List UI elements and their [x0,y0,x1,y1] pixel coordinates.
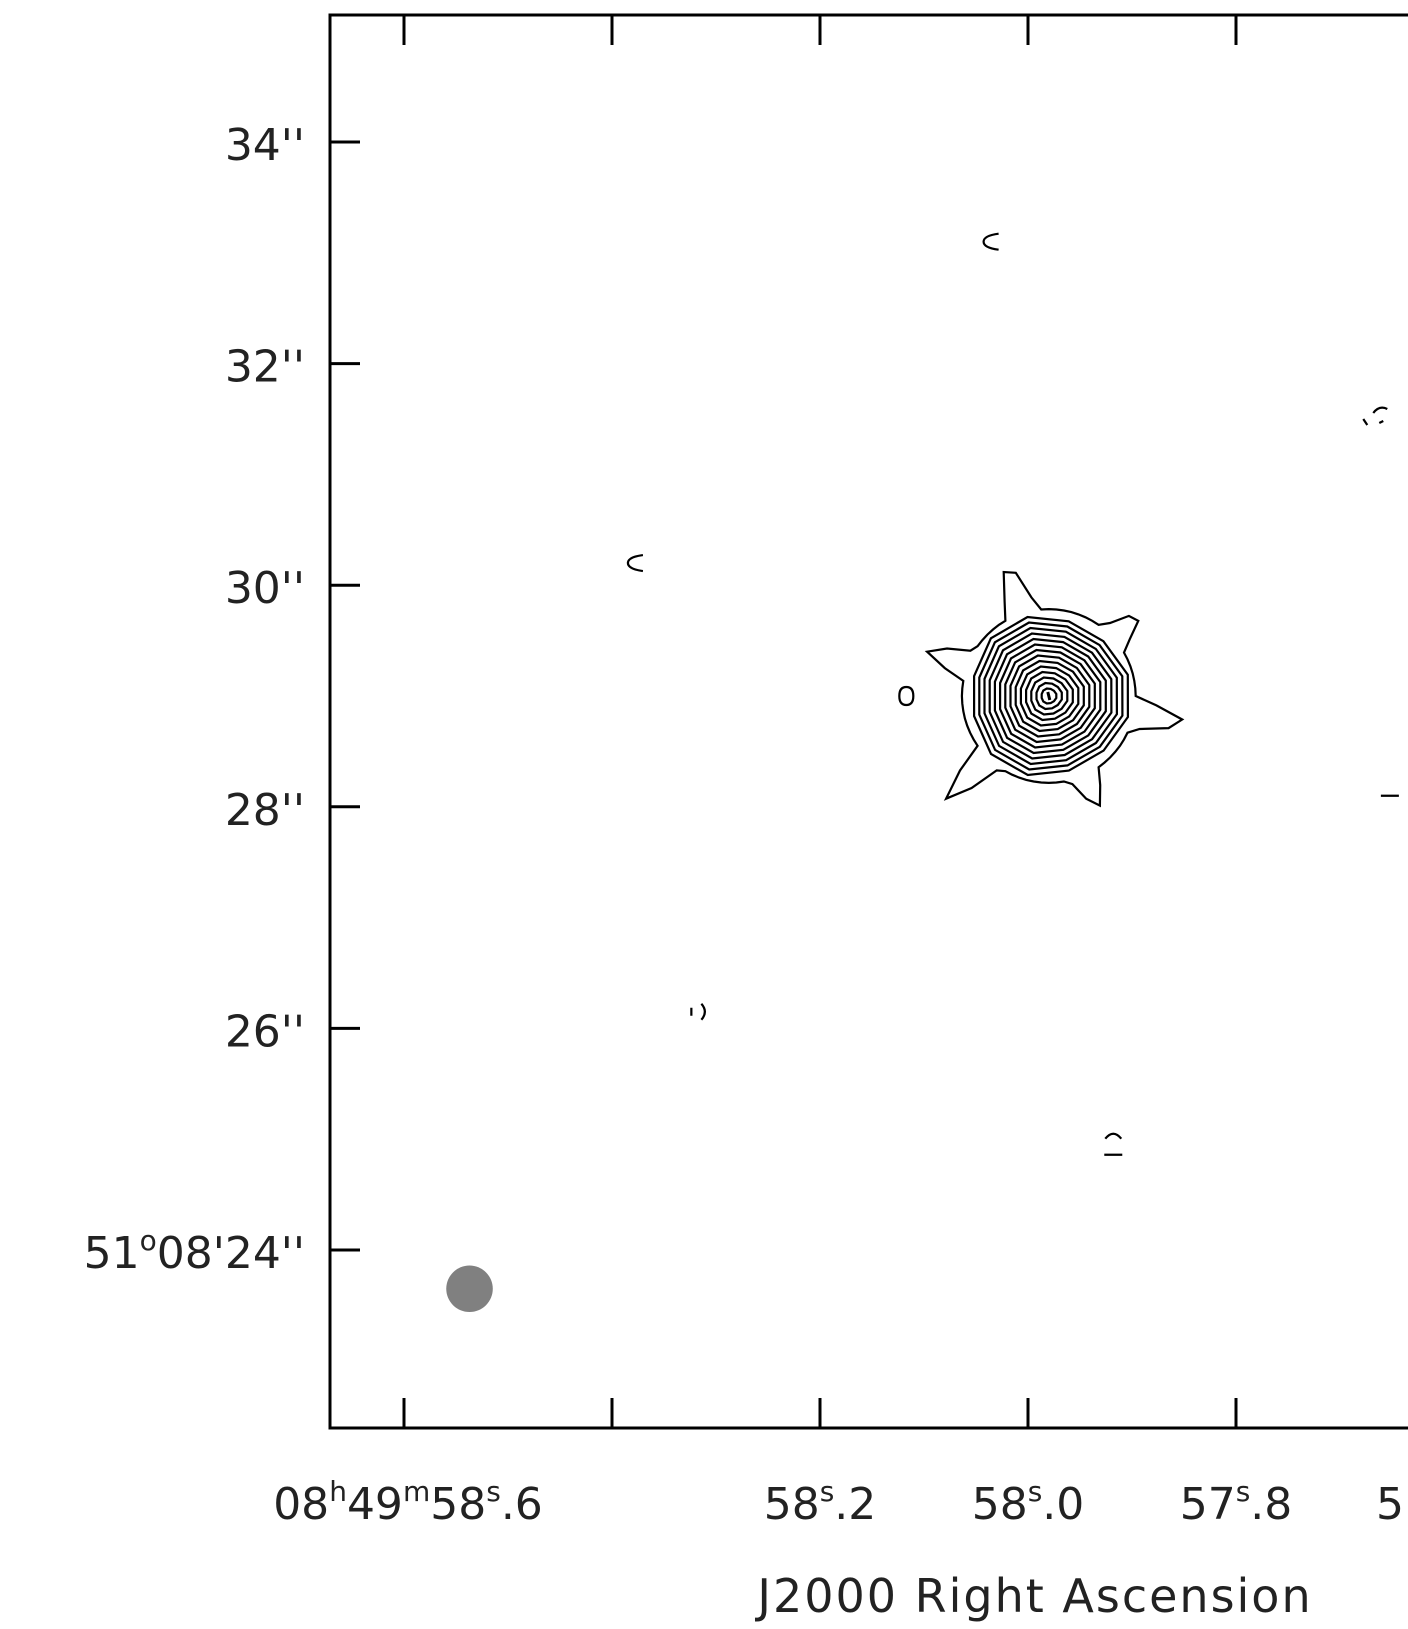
contour-level [1024,670,1074,722]
contour-level [972,615,1130,777]
y-tick-label: 30'' [225,563,305,614]
x-axis-title: J2000 Right Ascension [754,1569,1312,1623]
frame-border [328,13,1408,1430]
contour-level [1004,648,1096,744]
noise-contour [626,553,644,573]
y-axis-ticks: 34'' 32'' 30'' 28'' 26'' 51o08'24'' [84,120,360,1279]
contour-outer [924,570,1185,808]
plot-frame [328,13,1408,1430]
beam-ellipse [446,1265,493,1313]
contour-level [998,643,1102,749]
y-tick-label: 34'' [225,120,305,171]
noise-contour [982,232,999,251]
x-tick-label: 58s.2 [764,1475,877,1530]
noise-contour [898,685,915,707]
beam-layer [446,1265,493,1313]
y-tick-label: 28'' [225,785,305,836]
x-tick-label: 5 [1376,1479,1404,1530]
contour-peak [1046,691,1052,701]
contour-level [1009,654,1091,738]
x-axis-ticks: 08h49m58s.6 58s.2 58s.0 57s.8 5 [273,15,1404,1530]
y-tick-label: 32'' [225,342,305,393]
noise-contour [690,1003,706,1021]
contour-level [1030,676,1069,716]
contour-level [1035,681,1063,711]
noise-contour [1362,406,1388,426]
contour-level [988,632,1113,760]
noise-contour [1104,1132,1123,1156]
contour-level [1019,665,1080,727]
y-tick-label: 51o08'24'' [84,1224,305,1279]
contour-level [983,626,1119,766]
contour-level [993,637,1107,755]
contour-level [1014,659,1085,733]
x-tick-label: 08h49m58s.6 [273,1475,543,1530]
source-contours [924,570,1185,808]
y-tick-label: 26'' [225,1006,305,1057]
noise-contours [626,232,1399,1156]
x-tick-label: 58s.0 [972,1475,1085,1530]
contour-level [978,621,1124,771]
contour-level [1040,687,1058,705]
x-tick-label: 57s.8 [1180,1475,1293,1530]
